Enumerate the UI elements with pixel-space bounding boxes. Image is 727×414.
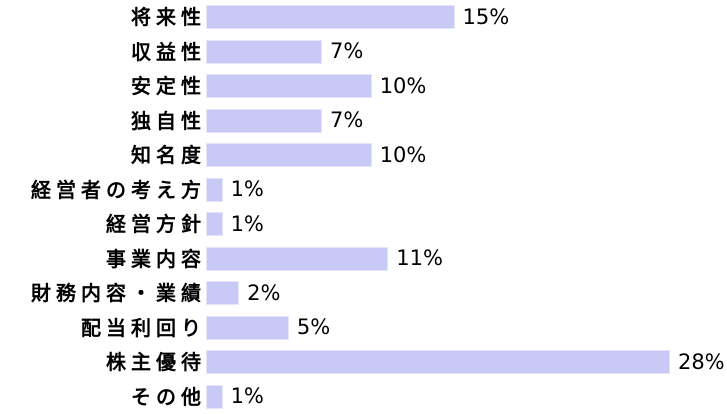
category-label: 株主優待 [106, 350, 206, 375]
chart-row: 事業内容 11% [0, 242, 727, 277]
chart-row: 知名度 10% [0, 138, 727, 173]
value-label: 1% [230, 211, 264, 236]
bar [206, 350, 670, 375]
bar [206, 5, 455, 30]
category-label: 配当利回り [81, 315, 206, 340]
chart-row: 経営方針 1% [0, 207, 727, 242]
value-label: 1% [230, 177, 264, 202]
value-label: 2% [247, 280, 281, 305]
category-label: 将来性 [131, 5, 206, 30]
value-label: 10% [379, 73, 427, 98]
category-label: その他 [131, 384, 206, 409]
chart-row: 経営者の考え方 1% [0, 173, 727, 208]
value-label: 15% [462, 4, 510, 29]
category-label: 収益性 [131, 39, 206, 64]
category-label: 安定性 [131, 74, 206, 99]
bar [206, 108, 322, 133]
value-label: 7% [329, 39, 364, 64]
category-label: 知名度 [131, 143, 206, 168]
category-label: 事業内容 [106, 246, 206, 271]
value-label: 28% [677, 349, 725, 374]
chart-row: 安定性 10% [0, 69, 727, 104]
category-label: 財務内容・業績 [31, 281, 206, 306]
bar [206, 281, 240, 306]
bar [206, 315, 289, 340]
bar [206, 39, 322, 64]
value-label: 10% [379, 142, 427, 167]
bar [206, 212, 223, 237]
chart-row: その他 1% [0, 380, 727, 414]
chart-row: 配当利回り 5% [0, 311, 727, 346]
value-label: 7% [329, 108, 364, 133]
value-label: 1% [230, 384, 264, 409]
chart-row: 独自性 7% [0, 104, 727, 139]
bar [206, 143, 372, 168]
category-label: 独自性 [131, 108, 206, 133]
category-label: 経営者の考え方 [31, 177, 206, 202]
bar [206, 384, 223, 409]
bar [206, 74, 372, 99]
value-label: 11% [396, 246, 443, 271]
chart-row: 収益性 7% [0, 35, 727, 70]
value-label: 5% [296, 315, 331, 340]
bar [206, 177, 223, 202]
category-label: 経営方針 [106, 212, 206, 237]
chart-row: 将来性 15% [0, 0, 727, 35]
bar [206, 246, 389, 271]
chart-row: 財務内容・業績 2% [0, 276, 727, 311]
chart-row: 株主優待 28% [0, 345, 727, 380]
